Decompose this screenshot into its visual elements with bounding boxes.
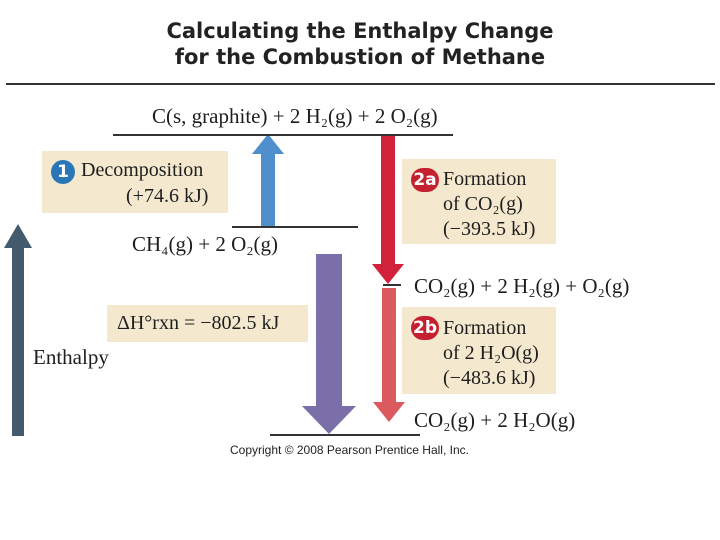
step2a-value: (−393.5 kJ)	[443, 218, 536, 240]
step2b-species: of 2 H₂O(g)	[443, 342, 539, 364]
step1-name: Decomposition	[81, 159, 204, 181]
enthalpy-axis-label: Enthalpy	[33, 345, 109, 369]
enthalpy-axis-arrow	[4, 224, 32, 436]
step2b-badge: 2b	[411, 316, 439, 340]
step1-badge: 1	[51, 160, 75, 184]
level-line-methane	[232, 226, 358, 228]
level-label-top: C(s, graphite) + 2 H₂(g) + 2 O₂(g)	[152, 104, 438, 129]
diagram-title: Calculating the Enthalpy Change for the …	[0, 18, 720, 70]
level-text-top: C(s, graphite) + 2 H₂(g) + 2 O₂(g)	[152, 104, 438, 128]
step2a-arrow	[372, 134, 404, 284]
level-text-intermediate: CO₂(g) + 2 H₂(g) + O₂(g)	[414, 274, 630, 298]
level-label-bottom: CO₂(g) + 2 H₂O(g)	[414, 408, 575, 433]
title-divider	[6, 83, 715, 85]
overall-box	[107, 305, 308, 342]
level-label-intermediate: CO₂(g) + 2 H₂(g) + O₂(g)	[414, 274, 629, 299]
level-line-bottom	[270, 434, 420, 436]
level-label-methane: CH₄(g) + 2 O₂(g)	[132, 232, 278, 257]
step2b-value: (−483.6 kJ)	[443, 367, 536, 389]
overall-reaction-arrow	[302, 254, 356, 434]
copyright-notice: Copyright © 2008 Pearson Prentice Hall, …	[230, 443, 469, 457]
step2a-species: of CO₂(g)	[443, 193, 523, 215]
level-text-bottom: CO₂(g) + 2 H₂O(g)	[414, 408, 576, 432]
step1-box	[42, 151, 228, 213]
step2b-arrow	[373, 288, 405, 422]
step2b-name: Formation	[443, 317, 527, 339]
title-line-1: Calculating the Enthalpy Change	[166, 19, 554, 43]
overall-label: ΔH°rxn = −802.5 kJ	[117, 312, 280, 334]
level-line-top	[113, 134, 453, 136]
step2a-name: Formation	[443, 168, 527, 190]
title-line-2: for the Combustion of Methane	[174, 45, 546, 69]
step1-value: (+74.6 kJ)	[126, 185, 209, 207]
level-line-intermediate	[383, 284, 401, 286]
step1-arrow	[252, 134, 284, 226]
level-text-methane: CH₄(g) + 2 O₂(g)	[132, 232, 279, 256]
step2a-badge: 2a	[411, 168, 439, 192]
